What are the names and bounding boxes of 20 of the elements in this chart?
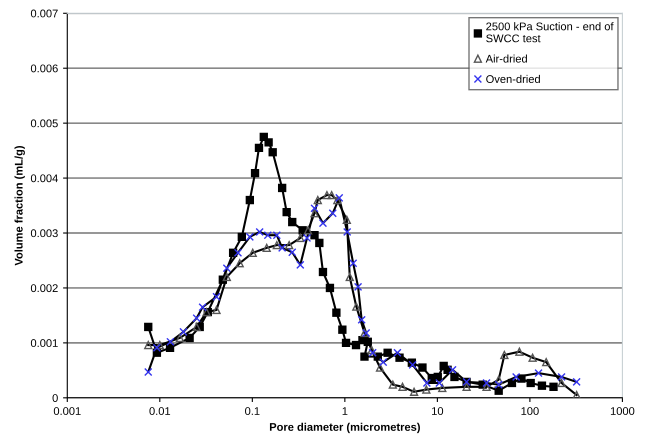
x-tick-label: 100 <box>521 407 539 416</box>
y-tick-label: 0.002 <box>30 284 58 292</box>
x-tick-label: 0.01 <box>149 407 170 416</box>
y-tick-label: 0.003 <box>30 229 58 238</box>
y-tick-label: 0.006 <box>30 64 58 72</box>
legend-label: Air-dried <box>486 54 527 63</box>
legend-label: 2500 kPa Suction - end of SWCC test <box>486 22 614 42</box>
x-tick-label: 1000 <box>610 407 634 416</box>
y-axis-title: Volume fraction (mL/g) <box>14 146 25 266</box>
x-axis-title: Pore diameter (micrometres) <box>270 422 420 434</box>
x-tick-label: 0.1 <box>245 407 260 416</box>
x-tick-label: 0.001 <box>54 407 81 416</box>
x-tick-label: 10 <box>432 407 444 416</box>
y-tick-label: 0.005 <box>30 119 58 128</box>
legend-label: Oven-dried <box>486 74 540 84</box>
y-tick-label: 0.001 <box>30 339 58 348</box>
y-tick-label: 0.004 <box>30 174 58 182</box>
y-tick-label: 0 <box>52 394 58 402</box>
y-tick-label: 0.007 <box>30 10 58 18</box>
x-tick-label: 1 <box>342 407 348 415</box>
